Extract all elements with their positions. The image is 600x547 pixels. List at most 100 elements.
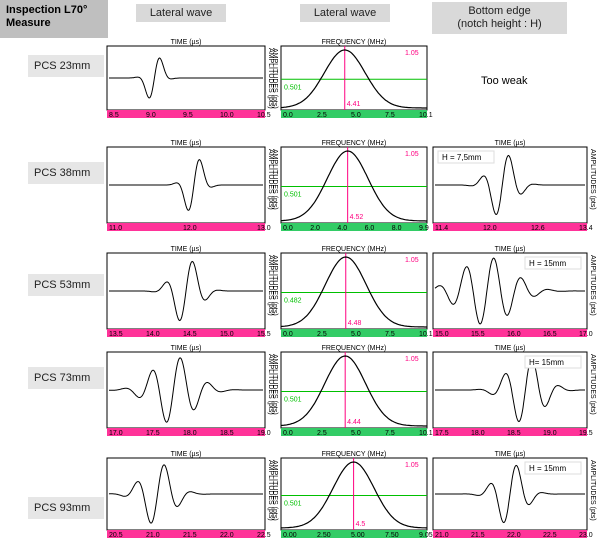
chart-6-waveform [109, 260, 263, 322]
chart-12-y-label: AMPLITUDES (pts) [267, 460, 274, 521]
chart-5-notch-box [437, 150, 495, 164]
chart-12-axis-bar [107, 530, 265, 538]
chart-5-tick-label: 11.4 [435, 225, 448, 232]
chart-4-max-label: 1.05 [405, 151, 419, 158]
chart-10-tick-label: 5.0 [351, 430, 361, 437]
chart-7-tick-label: 7.5 [385, 331, 395, 338]
chart-12-tick-label: 20.5 [109, 532, 123, 539]
chart-7-peak-label: 4.48 [348, 320, 362, 327]
chart-9-tick-label: 19.0 [257, 430, 271, 437]
chart-4-axis-bar [281, 223, 427, 231]
chart-11-axis-bar [433, 428, 587, 436]
chart-12-waveform [108, 464, 263, 524]
chart-14-tick-label: 21.5 [471, 532, 485, 539]
chart-9-tick-label: 17.0 [109, 430, 123, 437]
chart-10-tick-label: 2.5 [317, 430, 327, 437]
column-header-spectrum: Lateral wave [300, 4, 390, 22]
chart-13-peak-label: 4.5 [356, 521, 366, 528]
chart-3-waveform [109, 158, 263, 211]
chart-7-axis-bar [281, 329, 427, 337]
chart-4-tick-label: 0.0 [283, 225, 293, 232]
chart-9-tick-label: 17.5 [146, 430, 160, 437]
chart-3-axis-bar [107, 223, 265, 231]
chart-12-tick-label: 21.0 [146, 532, 160, 539]
chart-9-waveform [109, 357, 263, 423]
chart-8-tick-label: 16.0 [507, 331, 521, 338]
chart-4-tick-label: 8.0 [392, 225, 402, 232]
chart-14-x-title: TIME (µs) [495, 451, 526, 458]
chart-10-tick-label: 0.0 [283, 430, 293, 437]
chart-13-tick-label: 2.50 [317, 532, 331, 539]
chart-4-frame [280, 146, 428, 224]
chart-11-tick-label: 18.5 [507, 430, 521, 437]
chart-13-spectrum-curve [281, 461, 427, 529]
chart-5-notch-height: H = 7,5mm [442, 153, 482, 162]
row-label-pcs53: PCS 53mm [28, 274, 104, 296]
chart-7-y-label: AMPLITUDES (pts) [271, 255, 278, 316]
chart-14-tick-label: 22.0 [507, 532, 521, 539]
chart-1-half-label: 0.501 [284, 84, 302, 91]
chart-8-tick-label: 17.0 [579, 331, 593, 338]
chart-9-x-title: TIME (µs) [171, 345, 202, 352]
chart-5-axis-bar [433, 223, 587, 231]
chart-3-tick-label: 11.0 [109, 225, 122, 232]
chart-5-tick-label: 12.0 [483, 225, 497, 232]
chart-0-axis-bar [107, 110, 265, 118]
chart-12-tick-label: 22.0 [220, 532, 234, 539]
column-header-time: Lateral wave [136, 4, 226, 22]
chart-11-tick-label: 19.0 [543, 430, 557, 437]
chart-10-y-label: AMPLITUDES (pts) [271, 354, 278, 415]
chart-4-tick-label: 6.0 [365, 225, 375, 232]
chart-10-peak-label: 4.44 [347, 419, 361, 426]
chart-13-x-title: FREQUENCY (MHz) [322, 451, 387, 458]
chart-14-notch-height: H = 15mm [529, 464, 566, 473]
chart-8-tick-label: 16.5 [543, 331, 557, 338]
chart-4-half-label: 0.501 [284, 192, 302, 199]
chart-12-tick-label: 22.5 [257, 532, 271, 539]
chart-6-y-label: AMPLITUDES (pts) [267, 255, 274, 316]
chart-1-tick-label: 2.5 [317, 112, 327, 119]
chart-14-tick-label: 23.0 [579, 532, 593, 539]
chart-1-spectrum-curve [280, 49, 427, 109]
chart-6-tick-label: 15.5 [257, 331, 271, 338]
chart-10-frame [280, 351, 428, 429]
chart-1-tick-label: 5.0 [351, 112, 361, 119]
chart-14-tick-label: 22.5 [543, 532, 557, 539]
chart-1-y-label: AMPLITUDES (pts) [271, 48, 278, 109]
chart-4-x-title: FREQUENCY (MHz) [322, 140, 387, 147]
chart-13-tick-label: 7.50 [385, 532, 399, 539]
chart-5-tick-label: 12.6 [531, 225, 545, 232]
chart-1-max-label: 1.05 [405, 50, 419, 57]
chart-7-half-label: 0.482 [284, 298, 302, 305]
chart-4-spectrum-curve [280, 150, 427, 222]
row-label-pcs93: PCS 93mm [28, 497, 104, 519]
chart-14-axis-bar [433, 530, 587, 538]
chart-1-peak-label: 4.41 [347, 101, 361, 108]
chart-6-tick-label: 15.0 [220, 331, 234, 338]
chart-7-frame [280, 252, 428, 330]
chart-10-axis-bar [281, 428, 427, 436]
chart-9-y-label: AMPLITUDES (pts) [267, 354, 274, 415]
chart-6-x-title: TIME (µs) [171, 246, 202, 253]
chart-5-waveform [435, 154, 585, 216]
chart-0-tick-label: 9.0 [146, 112, 156, 119]
chart-11-y-label: AMPLITUDES (pts) [589, 354, 596, 415]
chart-7-x-title: FREQUENCY (MHz) [322, 246, 387, 253]
chart-1-tick-label: 0.0 [283, 112, 293, 119]
chart-6-tick-label: 14.5 [183, 331, 197, 338]
chart-10-tick-label: 7.5 [385, 430, 395, 437]
chart-6-tick-label: 13.5 [109, 331, 123, 338]
column-header-bottom-line1: Bottom edge [468, 5, 531, 17]
chart-10-spectrum-curve [280, 355, 427, 427]
chart-10-tick-label: 10.1 [419, 430, 433, 437]
chart-8-y-label: AMPLITUDES (pts) [589, 255, 596, 316]
column-header-bottom-line2: (notch height : H) [457, 18, 542, 30]
chart-13-half-label: 0.501 [284, 500, 302, 507]
chart-7-tick-label: 10.1 [419, 331, 433, 338]
chart-11-x-title: TIME (µs) [495, 345, 526, 352]
chart-13-max-label: 1.05 [405, 462, 419, 469]
chart-5-tick-label: 13.4 [579, 225, 593, 232]
chart-9-tick-label: 18.0 [183, 430, 197, 437]
chart-5-x-title: TIME (µs) [495, 140, 526, 147]
chart-8-waveform [434, 257, 585, 325]
